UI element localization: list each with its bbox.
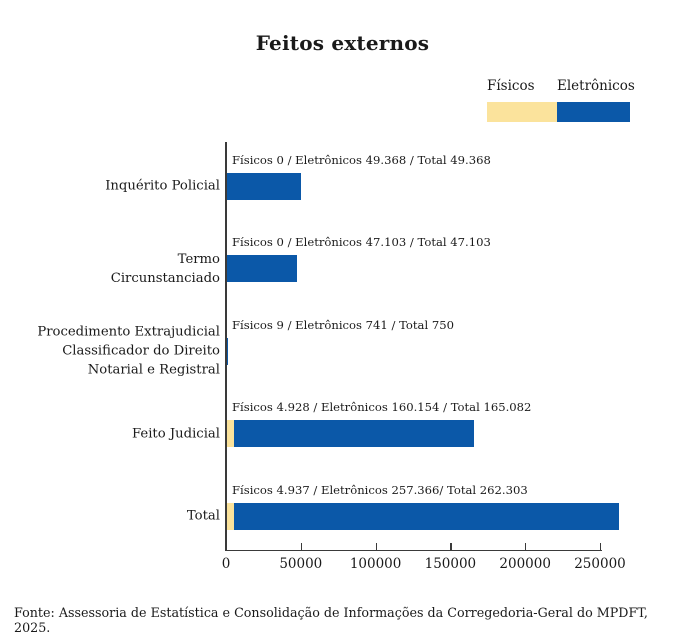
y-axis-line — [225, 142, 227, 551]
bar-segment-eletronicos — [227, 337, 229, 365]
category-label: Termo Circunstanciado — [110, 251, 220, 286]
x-axis-tick-label: 200000 — [499, 556, 551, 572]
legend-item: Físicos — [487, 78, 557, 122]
x-axis-tick-label: 100000 — [349, 556, 402, 572]
stacked-bar — [227, 337, 229, 365]
stacked-bar — [227, 172, 301, 200]
x-axis-tick — [450, 543, 452, 550]
bar-value-annotation: Físicos 9 / Eletrônicos 741 / Total 750 — [232, 317, 454, 332]
x-axis-tick — [226, 543, 228, 550]
category-label: Total — [186, 508, 220, 524]
bar-segment-fisicos — [227, 420, 235, 447]
x-axis-tick-label: 150000 — [424, 556, 477, 572]
source-note: Fonte: Assessoria de Estatística e Conso… — [14, 605, 648, 635]
bar-segment-eletronicos — [227, 255, 298, 282]
x-axis-tick — [300, 543, 303, 550]
x-axis-line — [225, 549, 602, 551]
category-label: Inquérito Policial — [105, 178, 220, 194]
x-axis-tick — [600, 543, 602, 550]
chart-title: Feitos externos — [255, 31, 430, 55]
category-label: Feito Judicial — [131, 426, 220, 441]
stacked-bar — [227, 502, 620, 530]
legend: Físicos Eletrônicos — [487, 78, 635, 122]
stacked-bar — [227, 255, 298, 282]
x-axis-tick — [525, 543, 527, 550]
legend-swatch — [557, 102, 630, 122]
legend-label: Físicos — [487, 78, 535, 94]
bar-value-annotation: Físicos 0 / Eletrônicos 49.368 / Total 4… — [232, 152, 491, 167]
legend-label: Eletrônicos — [557, 78, 635, 94]
legend-item: Eletrônicos — [557, 78, 635, 122]
x-axis-tick-label: 50000 — [279, 556, 323, 572]
x-axis-tick — [375, 543, 377, 550]
x-axis-tick-label: 0 — [221, 556, 231, 572]
bar-segment-fisicos — [227, 502, 235, 530]
bar-segment-eletronicos — [234, 502, 620, 530]
stacked-bar — [227, 420, 474, 447]
bar-segment-eletronicos — [227, 172, 301, 200]
legend-swatch — [487, 102, 557, 122]
category-label: Procedimento Extrajudicial Classificador… — [37, 324, 220, 378]
bar-value-annotation: Físicos 4.937 / Eletrônicos 257.366/ Tot… — [232, 482, 528, 497]
bar-segment-eletronicos — [234, 420, 474, 447]
bar-value-annotation: Físicos 0 / Eletrônicos 47.103 / Total 4… — [232, 235, 491, 249]
bar-value-annotation: Físicos 4.928 / Eletrônicos 160.154 / To… — [232, 400, 532, 414]
x-axis-tick-label: 250000 — [574, 556, 626, 572]
